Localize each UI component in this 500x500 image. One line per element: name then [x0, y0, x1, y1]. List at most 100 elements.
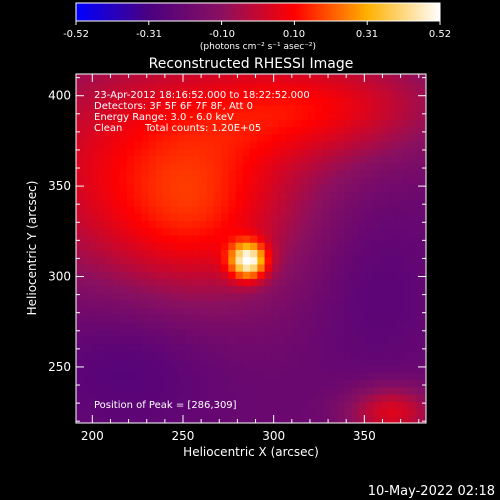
heatmap-cell — [134, 155, 142, 164]
heatmap-cell — [322, 263, 331, 272]
heatmap-cell — [97, 242, 106, 250]
heatmap-cell — [293, 104, 302, 113]
heatmap-cell — [199, 263, 208, 272]
heatmap-cell — [228, 83, 237, 91]
heatmap-cell — [300, 314, 309, 323]
heatmap-cell — [199, 321, 208, 330]
heatmap-cell — [141, 140, 150, 149]
heatmap-cell — [250, 415, 258, 423]
heatmap-cell — [358, 220, 367, 229]
heatmap-cell — [358, 292, 367, 301]
heatmap-cell — [90, 140, 99, 149]
heatmap-cell — [213, 321, 222, 330]
heatmap-cell — [366, 372, 375, 381]
heatmap-cell — [228, 372, 237, 381]
heatmap-cell — [337, 278, 345, 287]
heatmap-cell — [387, 256, 396, 265]
heatmap-cell — [344, 249, 353, 258]
heatmap-cell — [221, 249, 229, 258]
heatmap-cell — [184, 415, 193, 423]
heatmap-cell — [395, 365, 404, 373]
heatmap-cell — [293, 74, 302, 77]
heatmap-cell — [416, 213, 425, 222]
heatmap-cell — [155, 401, 164, 410]
heatmap-cell — [184, 263, 193, 272]
heatmap-cell — [97, 220, 106, 229]
heatmap-cell — [358, 104, 367, 113]
heatmap-cell — [170, 379, 179, 388]
heatmap-cell — [126, 263, 135, 272]
heatmap-cell — [83, 307, 92, 316]
heatmap-cell — [395, 321, 404, 330]
heatmap-cell — [322, 111, 331, 120]
heatmap-cell — [351, 234, 360, 243]
heatmap-cell — [170, 74, 179, 77]
heatmap-cell — [177, 386, 186, 395]
heatmap-cell — [242, 111, 251, 120]
heatmap-cell — [351, 126, 360, 135]
heatmap-cell — [344, 408, 353, 417]
heatmap-cell — [300, 386, 309, 395]
heatmap-cell — [271, 249, 280, 258]
heatmap-cell — [424, 111, 426, 120]
heatmap-cell — [177, 394, 186, 402]
heatmap-cell — [90, 408, 99, 417]
heatmap-cell — [134, 271, 142, 279]
heatmap-cell — [228, 198, 237, 207]
heatmap-cell — [409, 162, 418, 171]
heatmap-cell — [380, 401, 389, 410]
heatmap-cell — [257, 206, 266, 214]
heatmap-cell — [163, 140, 171, 149]
heatmap-cell — [286, 271, 295, 279]
heatmap-cell — [134, 227, 142, 236]
heatmap-cell — [395, 408, 404, 417]
heatmap-cell — [235, 155, 244, 164]
heatmap-cell — [395, 234, 404, 243]
heatmap-cell — [206, 300, 215, 308]
heatmap-cell — [250, 271, 258, 279]
heatmap-cell — [250, 394, 258, 402]
heatmap-cell — [344, 83, 353, 91]
heatmap-cell — [300, 350, 309, 359]
heatmap-cell — [184, 336, 193, 345]
heatmap-cell — [199, 343, 208, 352]
heatmap-cell — [380, 83, 389, 91]
heatmap-cell — [97, 206, 106, 214]
colorbar-tick-label: 0.10 — [283, 29, 305, 40]
heatmap-cell — [213, 119, 222, 128]
heatmap-cell — [279, 386, 287, 395]
heatmap-cell — [155, 263, 164, 272]
heatmap-cell — [76, 206, 84, 214]
heatmap-cell — [134, 343, 142, 352]
heatmap-cell — [329, 220, 338, 229]
heatmap-cell — [395, 75, 404, 84]
heatmap-cell — [308, 271, 316, 279]
heatmap-cell — [344, 148, 353, 156]
heatmap-cell — [119, 83, 128, 91]
heatmap-cell — [337, 242, 345, 250]
heatmap-cell — [170, 234, 179, 243]
heatmap-cell — [366, 408, 375, 417]
heatmap-cell — [206, 162, 215, 171]
heatmap-cell — [395, 307, 404, 316]
heatmap-cell — [206, 415, 215, 423]
heatmap-cell — [387, 307, 396, 316]
heatmap-cell — [206, 234, 215, 243]
heatmap-cell — [148, 249, 157, 258]
heatmap-cell — [322, 278, 331, 287]
heatmap-cell — [90, 97, 99, 106]
heatmap-cell — [329, 379, 338, 388]
heatmap-cell — [141, 198, 150, 207]
heatmap-cell — [308, 191, 316, 200]
heatmap-cell — [315, 415, 324, 423]
total-counts-text: Total counts: 1.20E+05 — [144, 123, 261, 134]
heatmap-cell — [148, 394, 157, 402]
heatmap-cell — [228, 256, 237, 265]
heatmap-cell — [279, 75, 287, 84]
heatmap-cell — [206, 111, 215, 120]
heatmap-cell — [358, 300, 367, 308]
heatmap-cell — [416, 206, 425, 214]
heatmap-cell — [366, 415, 375, 423]
heatmap-cell — [119, 220, 128, 229]
heatmap-cell — [322, 249, 331, 258]
